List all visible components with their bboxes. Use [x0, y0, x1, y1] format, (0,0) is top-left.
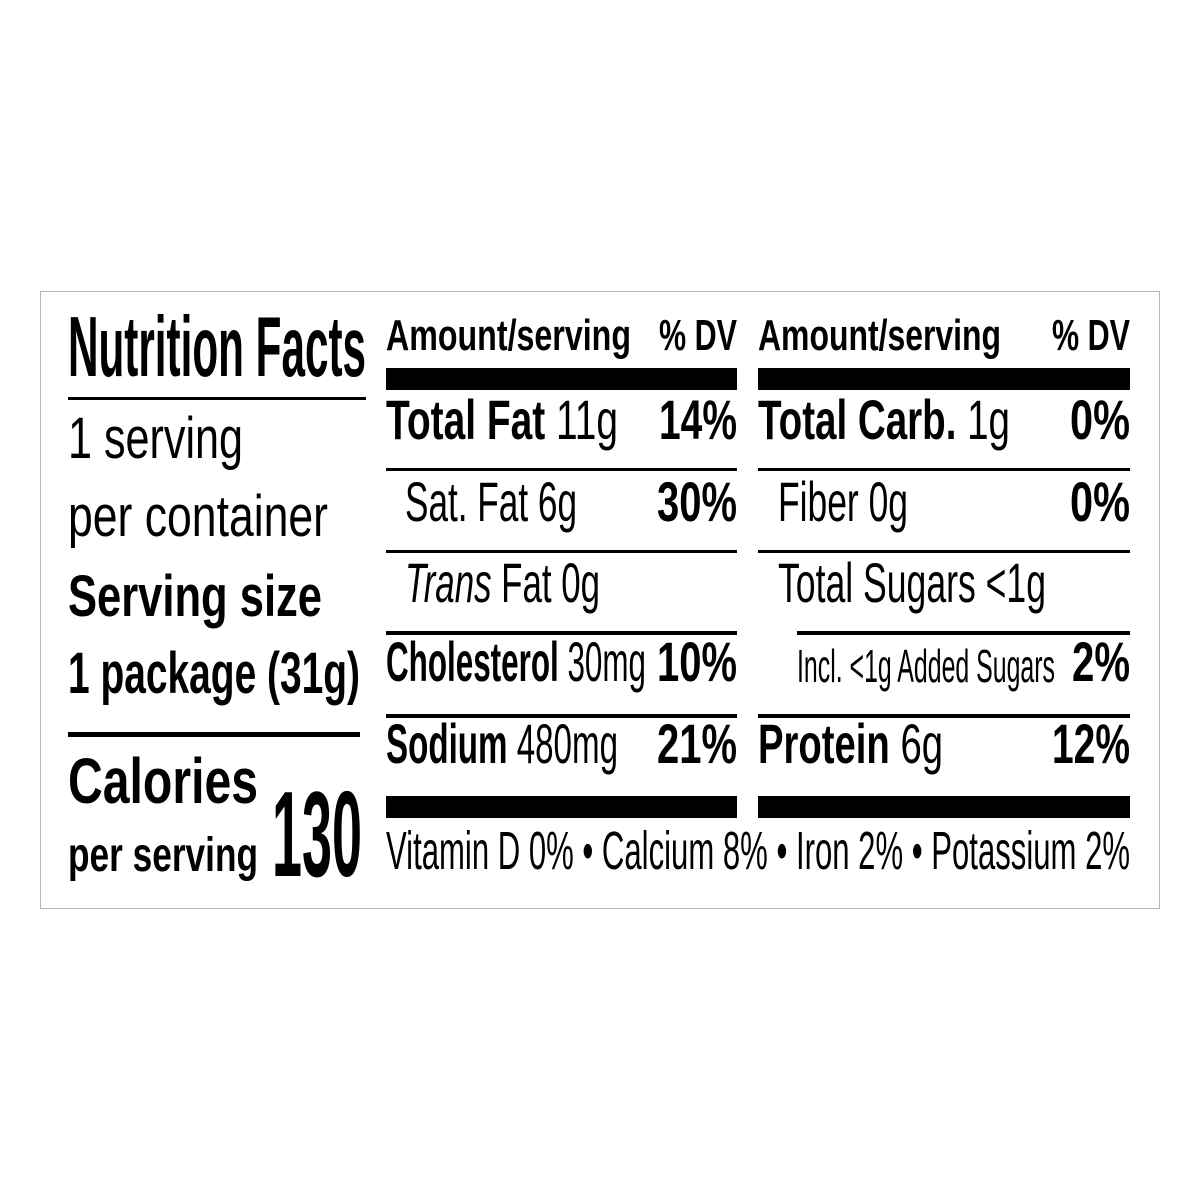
dv-protein: 12% [1052, 712, 1130, 775]
serving-size-label: Serving size [68, 564, 322, 629]
header-bar [758, 368, 1130, 390]
row-total-carb: Total Carb. 1g [758, 388, 1010, 451]
divider [386, 714, 737, 718]
divider [386, 468, 737, 471]
dv-total-fat: 14% [659, 388, 737, 451]
row-cholesterol: Cholesterol 30mg [386, 630, 646, 693]
row-total-sugars: Total Sugars <1g [778, 551, 1046, 614]
left-header-amount: Amount/serving [386, 311, 631, 360]
divider-thick [68, 732, 360, 737]
divider [758, 468, 1130, 471]
right-header-dv: % DV [1052, 311, 1130, 360]
row-total-fat: Total Fat 11g [386, 388, 618, 451]
divider [68, 397, 366, 400]
divider [386, 550, 737, 553]
servings-per-container: 1 serving [68, 406, 243, 471]
servings-per-container-suffix: per container [68, 484, 328, 549]
serving-size-value: 1 package (31g) [68, 641, 360, 706]
dv-sat-fat: 30% [657, 470, 737, 533]
row-fiber: Fiber 0g [778, 470, 908, 533]
row-sodium: Sodium 480mg [386, 712, 618, 775]
row-protein: Protein 6g [758, 712, 943, 775]
row-sat-fat: Sat. Fat 6g [405, 470, 577, 533]
left-header-dv: % DV [659, 311, 737, 360]
row-added-sugars: Incl. <1g Added Sugars [797, 640, 1055, 692]
dv-cholesterol: 10% [657, 630, 737, 693]
divider [797, 631, 1130, 635]
nutrition-facts-panel [40, 291, 1160, 909]
header-bar [386, 368, 737, 390]
footer-bar [386, 796, 737, 818]
divider [758, 550, 1130, 553]
calories-sublabel: per serving [68, 829, 258, 882]
calories-label: Calories [68, 745, 258, 817]
divider [386, 631, 737, 635]
divider [758, 714, 1130, 718]
row-trans-fat: Trans Fat 0g [405, 551, 600, 614]
micronutrients: Vitamin D 0% • Calcium 8% • Iron 2% • Po… [386, 821, 1130, 881]
dv-total-carb: 0% [1070, 388, 1130, 451]
label-title: Nutrition Facts [68, 300, 366, 395]
dv-fiber: 0% [1070, 470, 1130, 533]
right-header-amount: Amount/serving [758, 311, 1001, 360]
calories-value: 130 [272, 766, 362, 902]
footer-bar [758, 796, 1130, 818]
dv-sodium: 21% [657, 712, 737, 775]
dv-added-sugars: 2% [1072, 630, 1130, 693]
